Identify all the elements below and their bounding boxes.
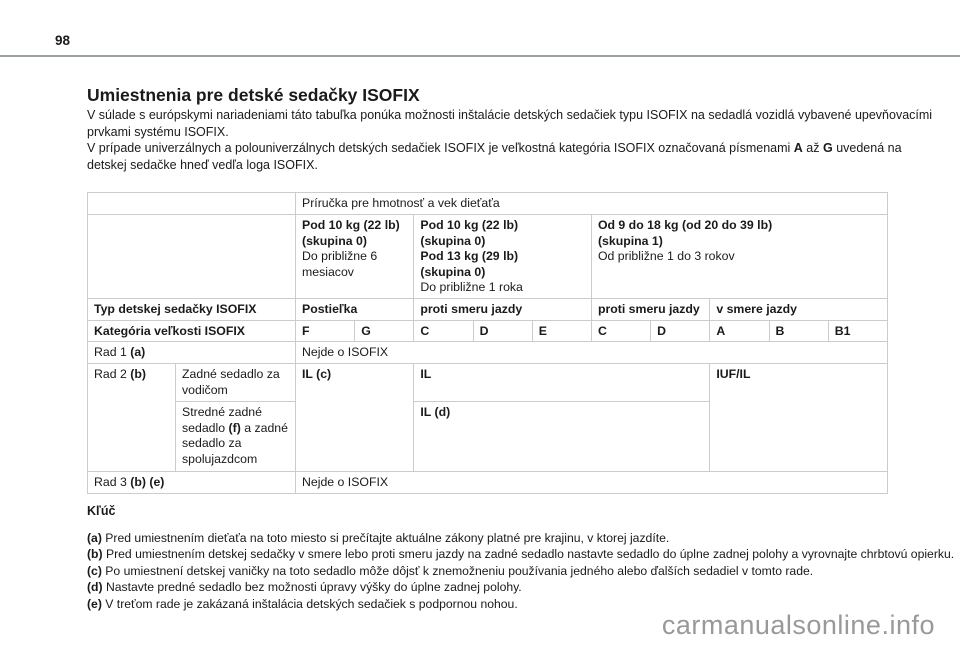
legend-key: (a) bbox=[87, 531, 102, 545]
cell-empty bbox=[87, 214, 296, 299]
weight-line: Do približne 6 mesiacov bbox=[302, 249, 378, 279]
legend-section: Kľúč (a) Pred umiestnením dieťaťa na tot… bbox=[87, 503, 954, 612]
cell-letter-d2: D bbox=[650, 319, 711, 342]
row-label: Rad 3 bbox=[94, 475, 131, 489]
isofix-positions-table: Príručka pre hmotnosť a vek dieťaťa Pod … bbox=[87, 192, 889, 494]
legend-key: (e) bbox=[87, 596, 102, 611]
weight-line: Pod 10 kg (22 lb) bbox=[420, 218, 519, 232]
cell-guide-header: Príručka pre hmotnosť a vek dieťaťa bbox=[295, 192, 888, 215]
cell-row3-label: Rad 3 (b) (e) bbox=[87, 471, 296, 494]
cell-empty bbox=[87, 192, 296, 215]
cell-letter-c2: C bbox=[590, 319, 652, 342]
cell-row2-label: Rad 2 (b) bbox=[87, 363, 176, 472]
table-row-seat-type: Typ detskej sedačky ISOFIX Postieľka pro… bbox=[87, 297, 888, 321]
legend-key: (d) bbox=[87, 580, 103, 595]
table-row-size-category: Kategória veľkosti ISOFIX F G C D E C D … bbox=[87, 319, 889, 342]
cell-type-label: Typ detskej sedačky ISOFIX bbox=[87, 297, 296, 321]
legend-item-c: (c) Po umiestnení detskej vaničky na tot… bbox=[87, 563, 947, 579]
cell-letter-b: B bbox=[768, 319, 829, 342]
content-area: Umiestnenia pre detské sedačky ISOFIX V … bbox=[87, 84, 954, 612]
legend-key: (c) bbox=[87, 563, 102, 578]
legend-item-e: (e) V treťom rade je zakázaná inštalácia… bbox=[87, 596, 947, 612]
cell-row2-iuf-il: IUF/IL bbox=[709, 363, 888, 472]
weight-line: Do približne 1 roka bbox=[420, 280, 523, 294]
legend-key: (b) bbox=[87, 547, 103, 562]
legend-item-b: (b) Pred umiestnením detskej sedačky v s… bbox=[87, 546, 954, 562]
row-label-note: (b) bbox=[130, 367, 146, 381]
cell-row3-value: Nejde o ISOFIX bbox=[295, 471, 888, 494]
table-row-weight-groups: Pod 10 kg (22 lb) (skupina 0) Do približ… bbox=[87, 214, 889, 299]
legend-text: Pred umiestnením dieťaťa na toto miesto … bbox=[101, 531, 670, 545]
intro-section: V súlade s európskymi nariadeniami táto … bbox=[87, 107, 947, 173]
legend-title: Kľúč bbox=[87, 504, 116, 518]
text-line: V súlade s európskymi nariadeniami táto … bbox=[87, 108, 933, 122]
page-title: Umiestnenia pre detské sedačky ISOFIX bbox=[87, 85, 420, 105]
header-rule bbox=[0, 55, 960, 57]
intro-paragraph-1: V súlade s európskymi nariadeniami táto … bbox=[87, 107, 947, 140]
row-label: Rad 2 bbox=[94, 367, 131, 381]
watermark: carmanualsonline.info bbox=[661, 610, 935, 640]
cell-type-crib: Postieľka bbox=[294, 297, 415, 321]
legend-items: (a) Pred umiestnením dieťaťa na toto mie… bbox=[87, 530, 954, 612]
legend-item-d: (d) Nastavte predné sedadlo bez možnosti… bbox=[87, 579, 947, 595]
cell-row2-il-c: IL (c) bbox=[294, 363, 415, 472]
intro-paragraph-2: V prípade univerzálnych a polouniverzáln… bbox=[87, 140, 947, 173]
row-label-note: (a) bbox=[130, 345, 146, 359]
text-line: prvkami systému ISOFIX. bbox=[87, 124, 229, 139]
cell-letter-d1: D bbox=[472, 319, 533, 342]
seat-text: a zadné sedadlo za spolujazdcom bbox=[182, 420, 288, 466]
legend-text: V treťom rade je zakázaná inštalácia det… bbox=[101, 596, 518, 611]
legend-item-a: (a) Pred umiestnením dieťaťa na toto mie… bbox=[87, 530, 947, 546]
cell-row2-il-d: IL (d) bbox=[413, 401, 711, 472]
cell-weight-group-2: Od 9 do 18 kg (od 20 do 39 lb) (skupina … bbox=[590, 214, 889, 299]
cell-row1-value: Nejde o ISOFIX bbox=[295, 341, 888, 364]
weight-line: (skupina 0) bbox=[302, 233, 367, 248]
text-line: V prípade univerzálnych a polouniverzáln… bbox=[87, 141, 794, 155]
cell-row2-il: IL bbox=[413, 363, 711, 402]
table-row-3: Rad 3 (b) (e) Nejde o ISOFIX bbox=[87, 471, 888, 494]
cell-letter-a: A bbox=[709, 319, 770, 342]
cell-weight-group-0: Pod 10 kg (22 lb) (skupina 0) Do približ… bbox=[294, 214, 415, 299]
weight-line: (skupina 1) bbox=[597, 233, 663, 248]
weight-line: Pod 10 kg (22 lb) bbox=[302, 218, 400, 232]
table-row-1: Rad 1 (a) Nejde o ISOFIX bbox=[87, 341, 888, 364]
cell-type-rearward-2: proti smeru jazdy bbox=[590, 297, 711, 321]
cell-weight-group-1: Pod 10 kg (22 lb) (skupina 0) Pod 13 kg … bbox=[413, 214, 592, 299]
cell-type-forward: v smere jazdy bbox=[709, 297, 888, 321]
text-line: uvedená na bbox=[832, 141, 902, 155]
text-line: až bbox=[802, 141, 823, 155]
cell-row1-label: Rad 1 (a) bbox=[87, 341, 296, 364]
table-row-guide-header: Príručka pre hmotnosť a vek dieťaťa bbox=[87, 192, 888, 215]
weight-line: Od približne 1 do 3 rokov bbox=[597, 249, 735, 263]
legend-text: Pred umiestnením detskej sedačky v smere… bbox=[102, 547, 955, 562]
cell-letter-f: F bbox=[294, 319, 356, 342]
cell-letter-e: E bbox=[531, 319, 592, 342]
cell-letter-b1: B1 bbox=[827, 319, 889, 342]
legend-text: Nastavte predné sedadlo bez možnosti úpr… bbox=[102, 580, 522, 595]
size-letter-g: G bbox=[822, 141, 833, 155]
seat-text: Stredné zadné sedadlo bbox=[182, 405, 262, 435]
weight-line: Od 9 do 18 kg (od 20 do 39 lb) bbox=[597, 218, 773, 232]
weight-line: (skupina 0) bbox=[420, 233, 486, 248]
cell-category-label: Kategória veľkosti ISOFIX bbox=[87, 319, 296, 342]
cell-type-rearward-1: proti smeru jazdy bbox=[413, 297, 592, 321]
cell-row2-seat-driver-side: Zadné sedadlo za vodičom bbox=[175, 363, 296, 402]
weight-line: (skupina 0) bbox=[420, 264, 486, 279]
cell-letter-g: G bbox=[354, 319, 415, 342]
row-label: Rad 1 bbox=[94, 345, 131, 359]
text-line: detskej sedačke hneď vedľa loga ISOFIX. bbox=[87, 157, 318, 172]
table-row-2a: Rad 2 (b) Zadné sedadlo za vodičom IL (c… bbox=[87, 363, 888, 472]
page-number: 98 bbox=[55, 33, 71, 48]
table-row-2b: Stredné zadné sedadlo (f) a zadné sedadl… bbox=[88, 401, 888, 472]
weight-line: Pod 13 kg (29 lb) bbox=[420, 249, 519, 263]
cell-letter-c1: C bbox=[413, 319, 474, 342]
row-label-note: (b) (e) bbox=[130, 475, 165, 489]
size-letter-a: A bbox=[793, 141, 803, 155]
seat-text-note: (f) bbox=[228, 420, 241, 435]
legend-text: Po umiestnení detskej vaničky na toto se… bbox=[101, 563, 814, 578]
cell-row2-seat-centre-passenger: Stredné zadné sedadlo (f) a zadné sedadl… bbox=[175, 401, 296, 472]
